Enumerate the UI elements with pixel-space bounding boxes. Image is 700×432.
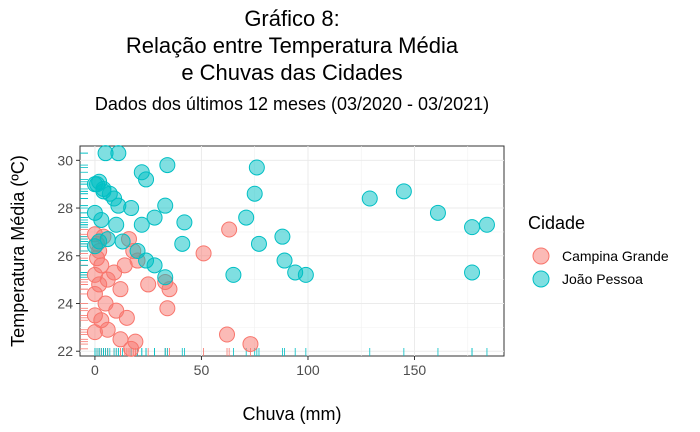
point-campina-grande: [86, 307, 103, 324]
point-joao-pessoa: [157, 197, 174, 214]
x-axis-ticks: 0 50 100 150: [91, 356, 426, 378]
title-line-3: e Chuvas das Cidades: [181, 60, 402, 85]
point-joao-pessoa: [95, 180, 112, 197]
point-campina-grande: [86, 285, 103, 302]
point-joao-pessoa: [361, 190, 378, 207]
point-joao-pessoa: [138, 171, 155, 188]
y-tick-label: 22: [57, 343, 73, 359]
point-joao-pessoa: [99, 231, 116, 248]
title-line-2: Relação entre Temperatura Média: [126, 33, 459, 58]
legend-key-joao-pessoa: [532, 270, 550, 288]
point-campina-grande: [219, 326, 236, 343]
point-campina-grande: [127, 333, 144, 350]
point-campina-grande: [97, 295, 114, 312]
point-campina-grande: [140, 276, 157, 293]
y-tick-label: 26: [57, 248, 73, 264]
point-joao-pessoa: [225, 266, 242, 283]
legend-title: Cidade: [528, 213, 585, 233]
point-joao-pessoa: [238, 209, 255, 226]
chart-title: Gráfico 8: Relação entre Temperatura Méd…: [126, 6, 459, 85]
y-axis-ticks: 22 24 26 28 30: [57, 152, 80, 359]
point-joao-pessoa: [464, 264, 481, 281]
point-joao-pessoa: [114, 233, 131, 250]
y-tick-label: 24: [57, 296, 73, 312]
point-joao-pessoa: [123, 200, 140, 217]
y-tick-label: 28: [57, 200, 73, 216]
point-joao-pessoa: [464, 219, 481, 236]
legend-label-campina-grande: Campina Grande: [562, 248, 669, 264]
point-joao-pessoa: [246, 185, 263, 202]
point-campina-grande: [242, 336, 259, 353]
point-joao-pessoa: [159, 157, 176, 174]
point-joao-pessoa: [176, 214, 193, 231]
point-joao-pessoa: [133, 216, 150, 233]
x-tick-label: 100: [296, 362, 320, 378]
point-campina-grande: [112, 281, 129, 298]
point-joao-pessoa: [174, 235, 191, 252]
point-campina-grande: [86, 324, 103, 341]
x-axis-title: Chuva (mm): [242, 404, 341, 424]
point-joao-pessoa: [157, 269, 174, 286]
point-campina-grande: [159, 300, 176, 317]
point-joao-pessoa: [274, 228, 291, 245]
legend: Cidade Campina Grande João Pessoa: [528, 213, 669, 288]
point-campina-grande: [221, 221, 238, 238]
point-joao-pessoa: [146, 209, 163, 226]
x-tick-label: 0: [91, 362, 99, 378]
point-joao-pessoa: [110, 145, 127, 162]
point-joao-pessoa: [297, 266, 314, 283]
point-joao-pessoa: [276, 252, 293, 269]
y-axis-title: Temperatura Média (ºC): [8, 155, 28, 347]
point-joao-pessoa: [146, 257, 163, 274]
legend-label-joao-pessoa: João Pessoa: [562, 271, 643, 287]
point-joao-pessoa: [478, 216, 495, 233]
point-joao-pessoa: [108, 216, 125, 233]
title-line-1: Gráfico 8:: [244, 6, 339, 31]
point-joao-pessoa: [248, 159, 265, 176]
x-tick-label: 150: [403, 362, 427, 378]
legend-key-campina-grande: [532, 247, 550, 265]
x-tick-label: 50: [194, 362, 210, 378]
point-joao-pessoa: [93, 211, 110, 228]
y-tick-label: 30: [57, 152, 73, 168]
data-points: [86, 145, 495, 357]
chart-subtitle: Dados dos últimos 12 meses (03/2020 - 03…: [95, 94, 489, 114]
point-joao-pessoa: [429, 204, 446, 221]
point-campina-grande: [195, 245, 212, 262]
point-joao-pessoa: [250, 235, 267, 252]
point-joao-pessoa: [395, 183, 412, 200]
